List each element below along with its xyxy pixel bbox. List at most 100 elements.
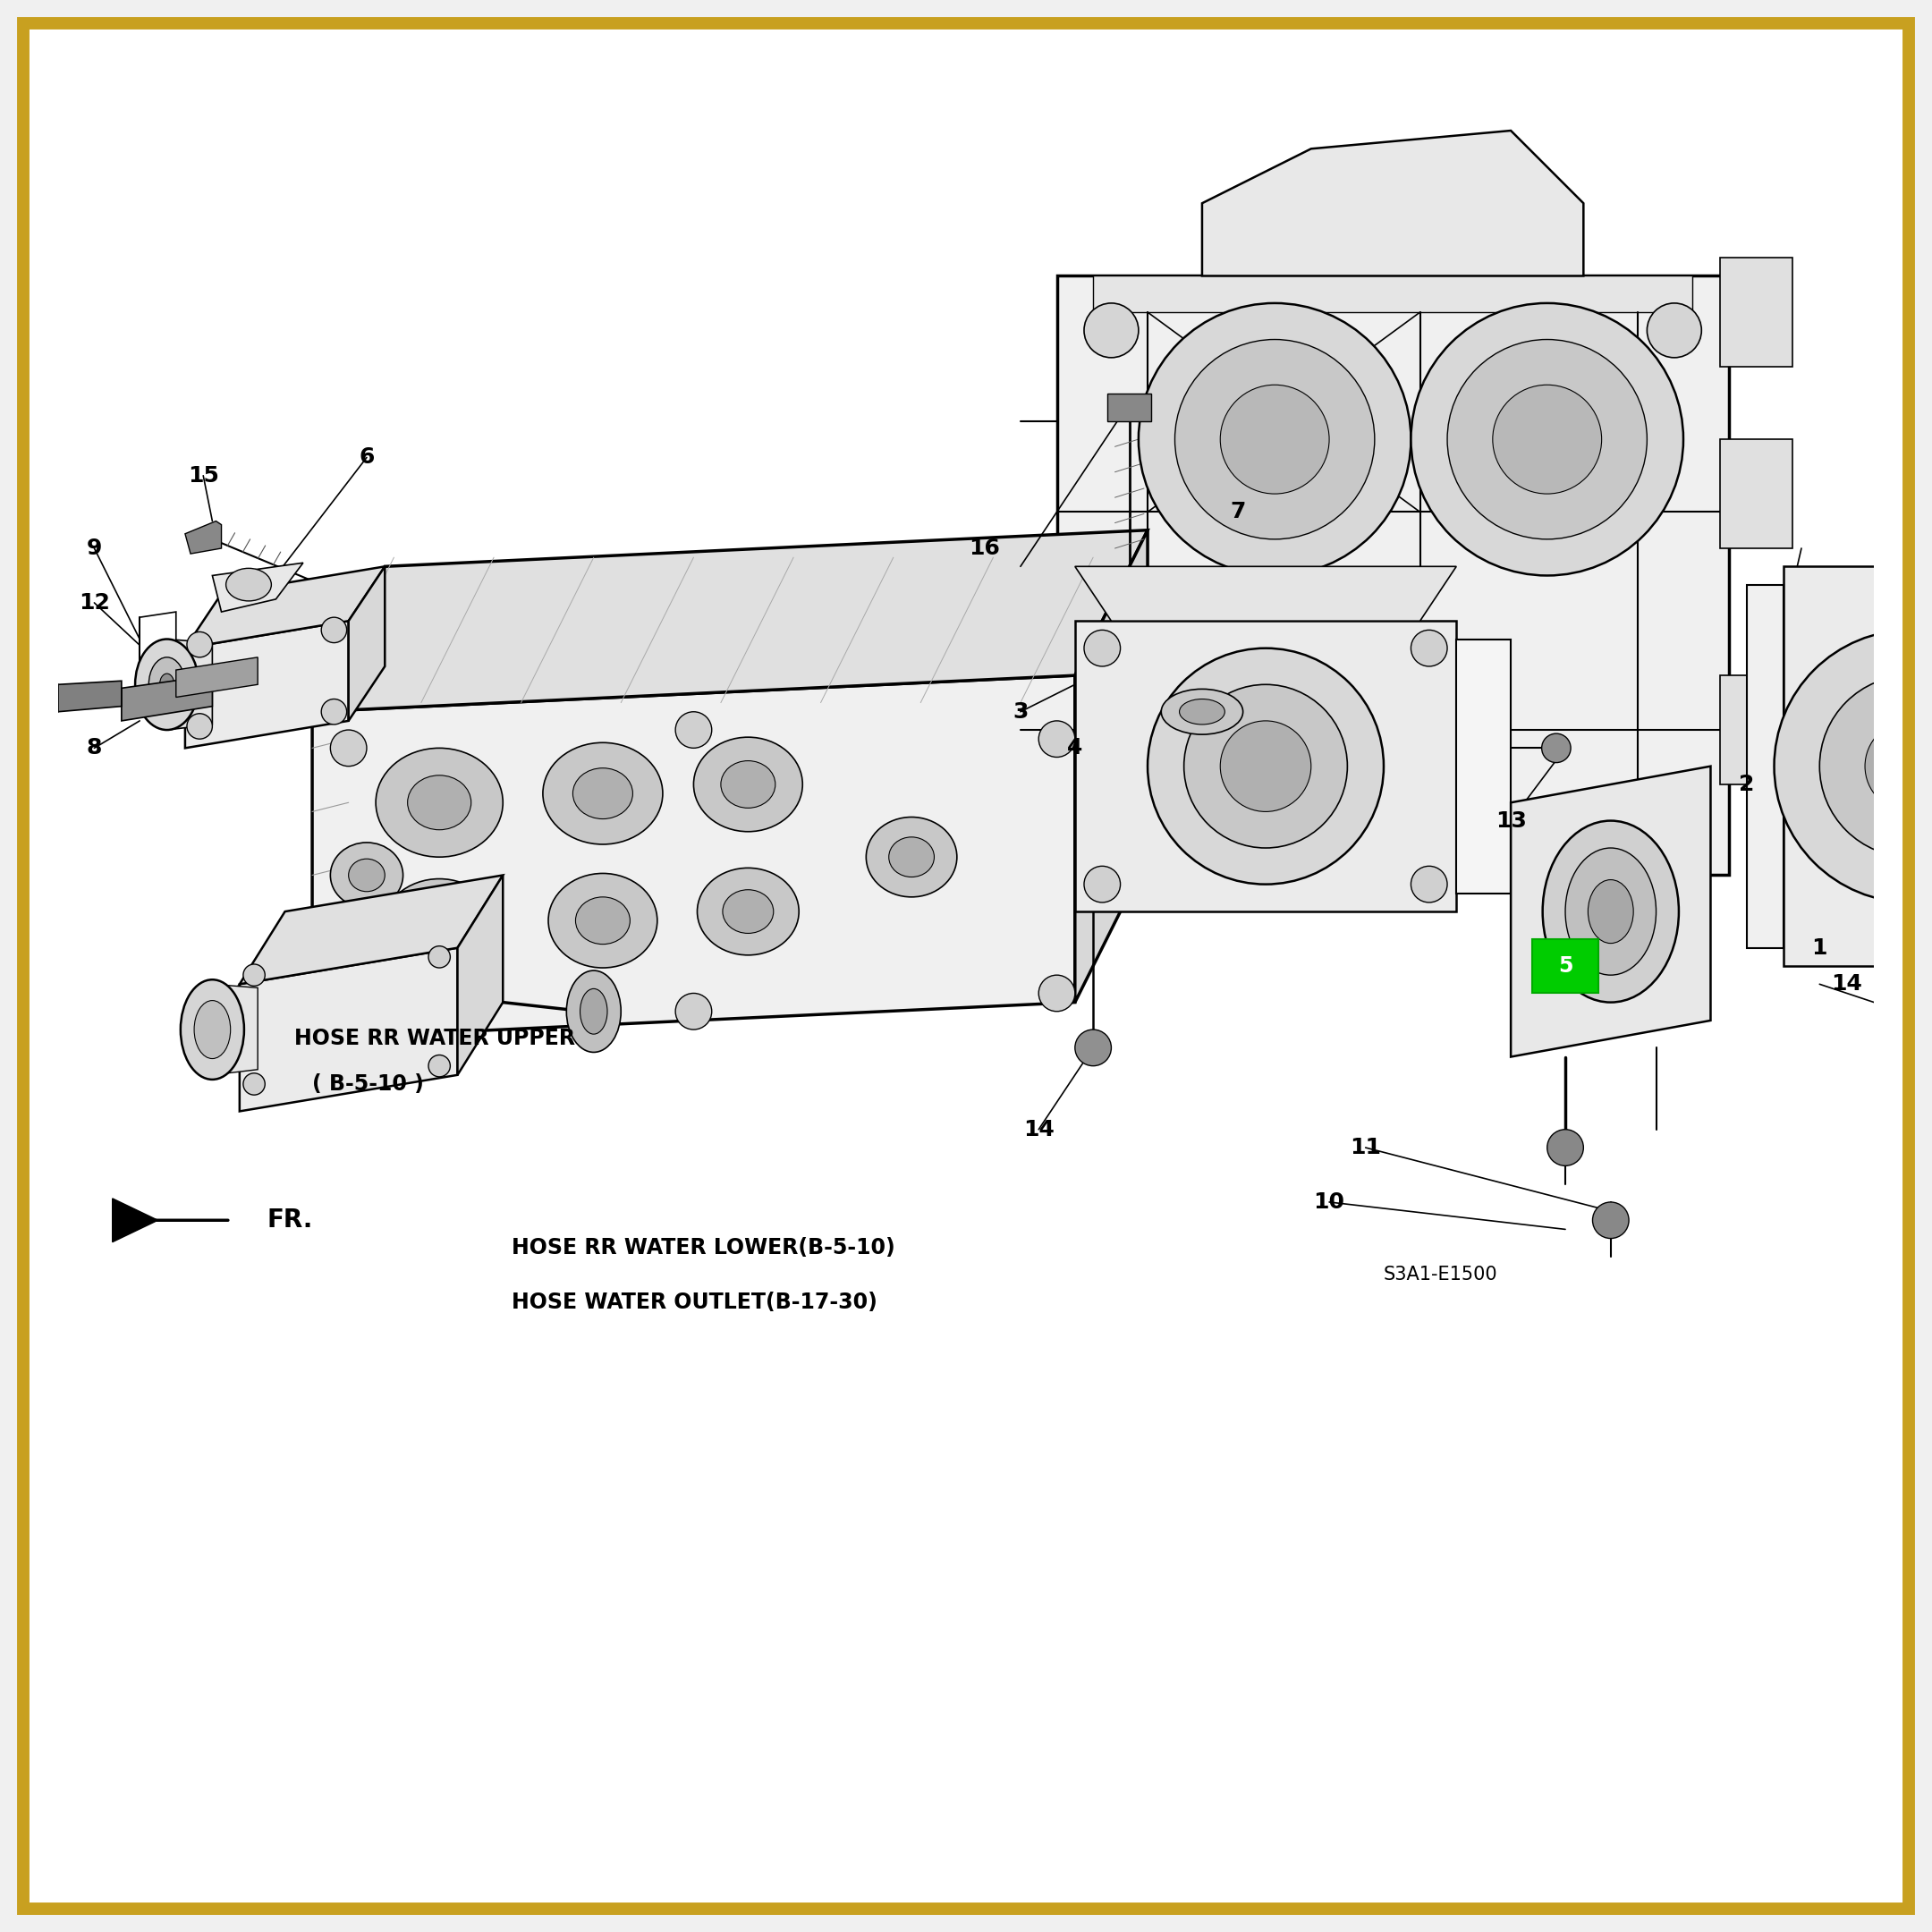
Bar [1074, 620, 1457, 912]
Ellipse shape [1161, 690, 1242, 734]
Circle shape [1447, 340, 1646, 539]
Text: S3A1-E1500: S3A1-E1500 [1383, 1265, 1497, 1283]
Ellipse shape [572, 769, 634, 819]
Circle shape [1820, 676, 1932, 858]
Ellipse shape [1179, 699, 1225, 724]
Circle shape [1084, 630, 1121, 667]
Ellipse shape [135, 639, 199, 730]
Text: 8: 8 [87, 738, 102, 759]
Ellipse shape [317, 1005, 381, 1055]
Polygon shape [58, 680, 122, 711]
Ellipse shape [149, 657, 185, 711]
FancyBboxPatch shape [1532, 939, 1598, 993]
Ellipse shape [160, 674, 174, 696]
Text: 15: 15 [187, 466, 218, 487]
Circle shape [321, 699, 346, 724]
Circle shape [429, 947, 450, 968]
Polygon shape [21, 684, 58, 711]
Circle shape [676, 711, 711, 748]
Circle shape [321, 618, 346, 643]
Polygon shape [176, 657, 257, 697]
Circle shape [1039, 976, 1074, 1012]
Ellipse shape [180, 980, 243, 1080]
Text: FR.: FR. [267, 1208, 313, 1233]
Polygon shape [1094, 276, 1692, 313]
Circle shape [1410, 303, 1683, 576]
Text: HOSE WATER OUTLET(B-17-30): HOSE WATER OUTLET(B-17-30) [512, 1291, 877, 1312]
Circle shape [1084, 794, 1138, 848]
Polygon shape [213, 562, 303, 612]
Ellipse shape [299, 989, 398, 1070]
Polygon shape [240, 949, 458, 1111]
Ellipse shape [889, 837, 935, 877]
Circle shape [1074, 1030, 1111, 1066]
Circle shape [243, 964, 265, 985]
Circle shape [1039, 721, 1074, 757]
Text: HOSE RR WATER UPPER: HOSE RR WATER UPPER [294, 1028, 576, 1049]
Ellipse shape [543, 742, 663, 844]
Ellipse shape [1592, 1202, 1629, 1238]
Ellipse shape [410, 904, 468, 954]
Ellipse shape [381, 879, 497, 981]
Circle shape [1774, 630, 1932, 902]
Circle shape [1148, 649, 1383, 885]
Circle shape [187, 632, 213, 657]
Polygon shape [1202, 131, 1584, 276]
Ellipse shape [697, 867, 800, 954]
Text: 1: 1 [1812, 937, 1828, 958]
Circle shape [1221, 384, 1329, 495]
Ellipse shape [348, 860, 384, 891]
Circle shape [1410, 866, 1447, 902]
Ellipse shape [375, 748, 502, 858]
Text: 5: 5 [1557, 954, 1573, 978]
Polygon shape [348, 566, 384, 721]
Text: 7: 7 [1231, 500, 1246, 524]
Circle shape [330, 983, 367, 1020]
Polygon shape [458, 875, 502, 1074]
Bar [1747, 585, 1783, 949]
Circle shape [330, 730, 367, 767]
Polygon shape [1511, 767, 1710, 1057]
Circle shape [1646, 794, 1702, 848]
Ellipse shape [694, 738, 802, 831]
Circle shape [429, 1055, 450, 1076]
Circle shape [1864, 721, 1932, 811]
Text: 14: 14 [1024, 1119, 1055, 1140]
Ellipse shape [866, 817, 956, 896]
Polygon shape [240, 875, 502, 983]
Ellipse shape [330, 842, 404, 908]
Circle shape [1175, 340, 1376, 539]
Circle shape [1184, 684, 1347, 848]
Ellipse shape [226, 568, 270, 601]
Bar [1719, 676, 1793, 784]
Polygon shape [313, 529, 1148, 711]
Text: 10: 10 [1314, 1192, 1345, 1213]
Text: 12: 12 [79, 591, 110, 614]
Ellipse shape [1588, 879, 1633, 943]
Ellipse shape [721, 761, 775, 808]
Circle shape [1542, 734, 1571, 763]
Polygon shape [185, 522, 222, 554]
Text: ( B-5-10 ): ( B-5-10 ) [313, 1074, 423, 1095]
Text: 14: 14 [1832, 974, 1862, 995]
Text: 13: 13 [1495, 810, 1526, 831]
Circle shape [1221, 721, 1312, 811]
Text: 4: 4 [1066, 738, 1082, 759]
Bar [1107, 394, 1151, 421]
Text: 9: 9 [87, 537, 102, 558]
Ellipse shape [1565, 848, 1656, 976]
Polygon shape [185, 620, 348, 748]
Ellipse shape [1542, 821, 1679, 1003]
Ellipse shape [193, 1001, 230, 1059]
Circle shape [187, 713, 213, 738]
Text: HOSE RR WATER LOWER(B-5-10): HOSE RR WATER LOWER(B-5-10) [512, 1236, 895, 1258]
Polygon shape [185, 566, 384, 649]
Circle shape [676, 993, 711, 1030]
Polygon shape [166, 639, 213, 730]
Text: 3: 3 [1012, 701, 1028, 723]
Ellipse shape [723, 891, 773, 933]
Circle shape [243, 1072, 265, 1095]
Ellipse shape [549, 873, 657, 968]
Ellipse shape [1548, 1130, 1584, 1165]
Polygon shape [313, 676, 1074, 1039]
